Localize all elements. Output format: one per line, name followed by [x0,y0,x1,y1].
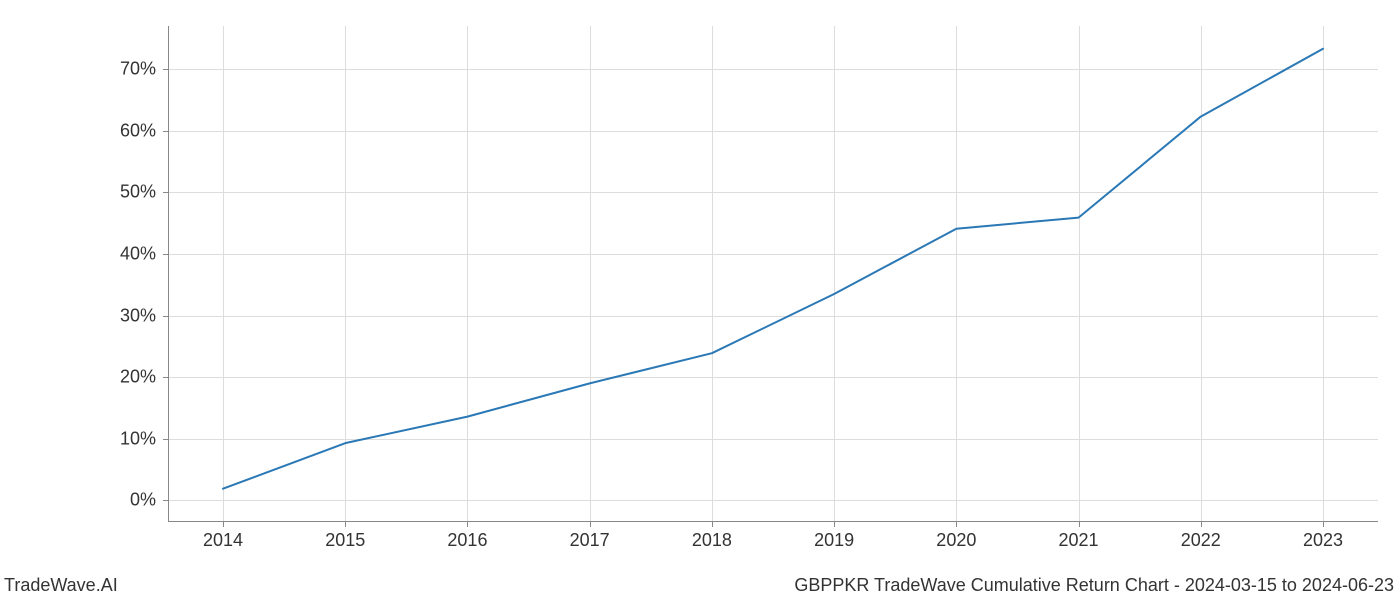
y-tick-label: 70% [120,59,156,80]
plot-area: 0%10%20%30%40%50%60%70%20142015201620172… [168,26,1378,522]
x-tick-label: 2019 [814,530,854,551]
y-tick-label: 60% [120,120,156,141]
y-tick-label: 40% [120,243,156,264]
x-tick-label: 2015 [325,530,365,551]
x-tick [345,522,346,527]
y-tick-label: 0% [130,490,156,511]
footer-left-text: TradeWave.AI [4,575,118,596]
footer-right-text: GBPPKR TradeWave Cumulative Return Chart… [794,575,1394,596]
x-tick-label: 2023 [1303,530,1343,551]
x-tick [590,522,591,527]
x-tick [223,522,224,527]
line-layer [168,26,1378,522]
y-tick-label: 30% [120,305,156,326]
x-tick [1323,522,1324,527]
x-tick-label: 2020 [936,530,976,551]
x-tick [1079,522,1080,527]
chart-container: 0% 10% 20% 30% 40% 50% 60% 70% 2014 2015 2016 2017 2… [0,0,1400,600]
x-tick [467,522,468,527]
y-tick-label: 20% [120,367,156,388]
x-tick [834,522,835,527]
x-tick-label: 2018 [692,530,732,551]
x-tick-label: 2014 [203,530,243,551]
x-tick-label: 2017 [570,530,610,551]
x-tick [956,522,957,527]
y-tick-label: 10% [120,428,156,449]
x-tick-label: 2016 [447,530,487,551]
x-tick [1201,522,1202,527]
x-tick-label: 2022 [1181,530,1221,551]
x-tick [712,522,713,527]
y-tick-label: 50% [120,182,156,203]
x-tick-label: 2021 [1059,530,1099,551]
series-line-cumulative_return [223,49,1323,489]
